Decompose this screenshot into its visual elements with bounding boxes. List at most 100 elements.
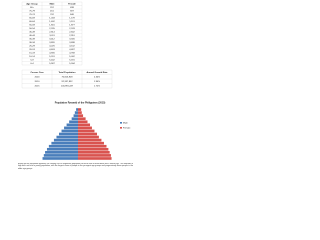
table-cell: 1.72% [94,85,100,87]
table-cell: 2010 [35,81,41,83]
bar-male [64,126,78,130]
table-cell: 4,225 [49,45,55,47]
table-cell: 5,181 [69,59,75,61]
bar-male [71,117,78,121]
table-cell: 5,201 [49,56,55,58]
bar-male [42,157,78,160]
document: Population Pyramid of the Philippines (2… [0,0,149,198]
legend-swatch [120,122,122,124]
table-cell: 55-59 [29,24,35,26]
table-cell: 5,402 [49,59,55,61]
bar-male [66,123,78,127]
page: Population Pyramid of the Philippines (2… [0,0,149,198]
table-cell: 2,614 [49,31,55,33]
table-header: Annual Growth Rate [86,71,108,74]
table-header: Total Population [59,71,77,74]
bar-female [78,108,82,111]
table-cell: 2015 [35,85,41,87]
table-header: Female [68,3,76,5]
bar-male [48,144,78,148]
table-cell: 45-49 [29,31,35,33]
table-cell: 846 [70,14,74,16]
table-cell: 76,506,928 [62,76,74,78]
bar-male [56,135,78,139]
bar-female [78,129,95,133]
table-cell: 2,602 [69,31,75,33]
table-cell: 2,205 [49,28,55,30]
table-cell: 4,487 [69,49,75,51]
bar-female [78,144,107,148]
bar-male [45,151,78,154]
table-cell: 1,043 [49,17,55,19]
table-cell: 2,951 [69,35,75,37]
bar-female [78,120,88,124]
table-header: Census Year [30,72,43,74]
bar-female [78,154,111,157]
table-cell: 702 [50,14,54,16]
paragraph-box: Based on the population pyramid, the cou… [18,163,133,170]
bar-female [78,132,97,136]
bar-male [76,108,78,111]
bar-male [61,129,78,133]
bar-female [78,123,91,127]
table-cell: 25-29 [29,45,35,47]
table-cell: 451 [50,10,54,12]
bar-male [73,114,78,117]
table-cell: 3,011 [49,35,55,37]
table-cell: 40-44 [29,35,35,37]
bar-male [46,147,78,151]
legend-label: Male [123,122,129,124]
bar-female [78,151,110,154]
table-cell: 4,768 [69,52,75,54]
bar-female [78,138,102,142]
table-cell: 312 [50,7,54,9]
table-cell: 1,178 [69,17,75,19]
paragraph: Based on the population pyramid, the cou… [18,163,133,170]
table-header: Age Group [26,2,38,5]
table-cell: 1.90% [94,81,100,83]
table-cell: 4,905 [49,52,55,54]
table-cell: 2,243 [69,28,75,30]
table-header: Male [50,3,56,5]
table-cell: 5-9 [30,59,34,61]
bar-male [51,141,78,145]
table-cell: 5,002 [69,56,75,58]
table-cell: 4,102 [69,45,75,47]
table-cell: 35-39 [29,38,35,40]
table-cell: 5,587 [49,63,55,65]
table-cell: 75-79 [29,10,35,12]
chart-title: Population Pyramid of the Philippines (2… [55,102,106,105]
table-cell: 92,337,852 [62,81,74,83]
bar-female [78,114,84,117]
bar-female [78,126,92,130]
table-cell: 50-54 [29,28,35,30]
bar-male [53,138,78,142]
table-cell: 3,698 [69,42,75,44]
table-cell: 30-34 [29,42,35,44]
table-cell: 2.34% [94,76,100,78]
table-cell: 60-64 [29,21,35,23]
bar-male [74,111,78,114]
table-cell: 3,412 [49,38,55,40]
bar-female [78,111,82,114]
table-cell: 587 [70,10,74,12]
table-cell: 20-24 [29,49,35,51]
table-cell: 1,511 [69,21,75,23]
table-cell: 10-14 [29,56,35,58]
table-cell: 5,344 [69,63,75,65]
table-cell: 70-74 [29,14,35,16]
table-cell: 1,801 [49,24,55,26]
legend-label: Female [123,127,131,129]
table-cell: 1,402 [49,21,55,23]
table-cell: 498 [70,7,74,9]
bar-female [78,147,109,151]
bar-male [43,154,78,157]
legend-swatch [120,127,122,129]
table-cell: 80+ [30,7,34,9]
table-cell: 3,820 [49,42,55,44]
table-cell: 1,877 [69,24,75,26]
table-cell: 4,603 [49,49,55,51]
bar-female [78,135,99,139]
bar-female [78,141,104,145]
table-cell: 65-69 [29,17,35,19]
